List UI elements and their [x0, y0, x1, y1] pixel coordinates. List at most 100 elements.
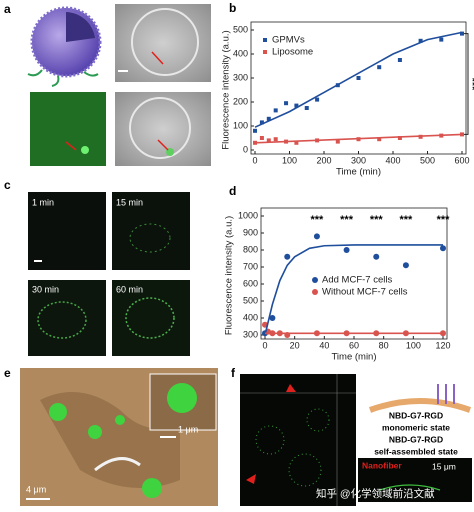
y-tick-label: 700 — [243, 261, 258, 271]
watermark: 知乎 @化学领域前沿文献 — [316, 487, 435, 500]
significance: *** — [437, 214, 451, 226]
significance: *** — [466, 78, 474, 92]
legend-label: GPMVs — [272, 35, 305, 46]
y-tick-label: 900 — [243, 227, 258, 237]
point — [294, 103, 299, 108]
x-tick-label: 0 — [252, 155, 257, 165]
y-tick-label: 500 — [243, 295, 258, 305]
point — [418, 38, 423, 43]
x-tick-label: 100 — [406, 340, 421, 350]
point — [253, 128, 257, 133]
panel-label: a — [4, 2, 11, 16]
point — [397, 58, 402, 62]
time-label: 15 min — [116, 197, 143, 207]
x-tick-label: 200 — [316, 155, 331, 165]
scale-label: 1 μm — [178, 424, 198, 434]
panel-a-images — [27, 4, 211, 166]
point — [440, 245, 446, 252]
legend-label: Without MCF-7 cells — [322, 287, 408, 298]
point — [343, 247, 350, 253]
point — [269, 315, 276, 321]
x-tick-label: 0 — [262, 340, 267, 350]
point — [377, 137, 382, 142]
point — [315, 97, 320, 102]
y-tick-label: 600 — [243, 278, 258, 288]
x-axis-label: Time (min) — [331, 352, 376, 363]
schematic-label: self-assembled state — [374, 446, 458, 456]
panel-c-images — [28, 192, 190, 356]
significance-bracket — [464, 33, 469, 135]
point — [377, 65, 382, 70]
significance: *** — [340, 214, 354, 226]
legend-marker — [312, 277, 318, 283]
point — [304, 106, 309, 110]
panel-f-images — [240, 374, 472, 506]
point — [439, 37, 444, 42]
point — [273, 137, 278, 142]
y-tick-label: 300 — [233, 72, 248, 82]
x-tick-label: 100 — [282, 155, 297, 165]
x-tick-label: 400 — [385, 155, 400, 165]
point — [266, 138, 271, 143]
point — [373, 253, 380, 260]
x-tick-label: 60 — [349, 340, 359, 350]
y-tick-label: 500 — [233, 24, 248, 34]
fit-line — [254, 31, 463, 128]
legend-label: Add MCF-7 cells — [322, 275, 392, 286]
schematic-label: NBD-G7-RGD — [389, 410, 443, 420]
scale-label: 4 μm — [26, 484, 46, 494]
y-tick-label: 300 — [243, 329, 258, 339]
point — [356, 76, 361, 80]
y-tick-label: 200 — [233, 96, 248, 106]
point — [259, 120, 264, 125]
panel-label: e — [4, 366, 11, 380]
fit-line — [264, 244, 443, 336]
y-tick-label: 400 — [233, 48, 248, 58]
time-label: 60 min — [116, 284, 143, 294]
point — [402, 262, 409, 269]
plot-frame — [260, 207, 448, 340]
time-label: 30 min — [32, 284, 59, 294]
significance: *** — [310, 214, 324, 226]
y-tick-label: 100 — [233, 120, 248, 130]
legend-marker — [312, 289, 318, 295]
inset-label: Nanofiber — [362, 460, 402, 470]
y-tick-label: 800 — [243, 244, 258, 254]
time-label: 1 min — [32, 197, 54, 207]
x-tick-label: 20 — [290, 340, 300, 350]
legend-label: Liposome — [272, 47, 313, 58]
panel-e-image — [20, 368, 218, 506]
point — [460, 31, 464, 36]
point — [284, 101, 289, 106]
point — [259, 136, 264, 140]
y-axis-label: Fluorescence intensity (a.u.) — [221, 30, 232, 149]
x-tick-label: 300 — [351, 155, 366, 165]
y-tick-label: 0 — [243, 144, 248, 154]
point — [273, 108, 278, 113]
significance: *** — [399, 214, 413, 226]
panel-label: b — [229, 1, 236, 15]
schematic-label: monomeric state — [382, 422, 450, 432]
point — [284, 253, 291, 260]
point — [335, 139, 340, 144]
x-tick-label: 600 — [454, 155, 469, 165]
panel-label: c — [4, 178, 11, 192]
point — [294, 140, 299, 145]
point — [266, 116, 271, 121]
point — [313, 233, 320, 240]
x-tick-label: 500 — [420, 155, 435, 165]
x-tick-label: 80 — [379, 340, 389, 350]
schematic-label: NBD-G7-RGD — [389, 434, 443, 444]
x-tick-label: 40 — [319, 340, 329, 350]
fit-line — [254, 133, 463, 144]
y-tick-label: 1000 — [238, 210, 258, 220]
x-tick-label: 120 — [435, 340, 450, 350]
x-axis-label: Time (min) — [336, 167, 381, 178]
y-axis-label: Fluorescence intensity (a.u.) — [224, 216, 235, 335]
legend-marker — [263, 38, 267, 42]
scale-label: 15 μm — [432, 461, 456, 471]
significance: *** — [370, 214, 384, 226]
point — [397, 136, 402, 140]
panel-label: f — [231, 366, 236, 380]
